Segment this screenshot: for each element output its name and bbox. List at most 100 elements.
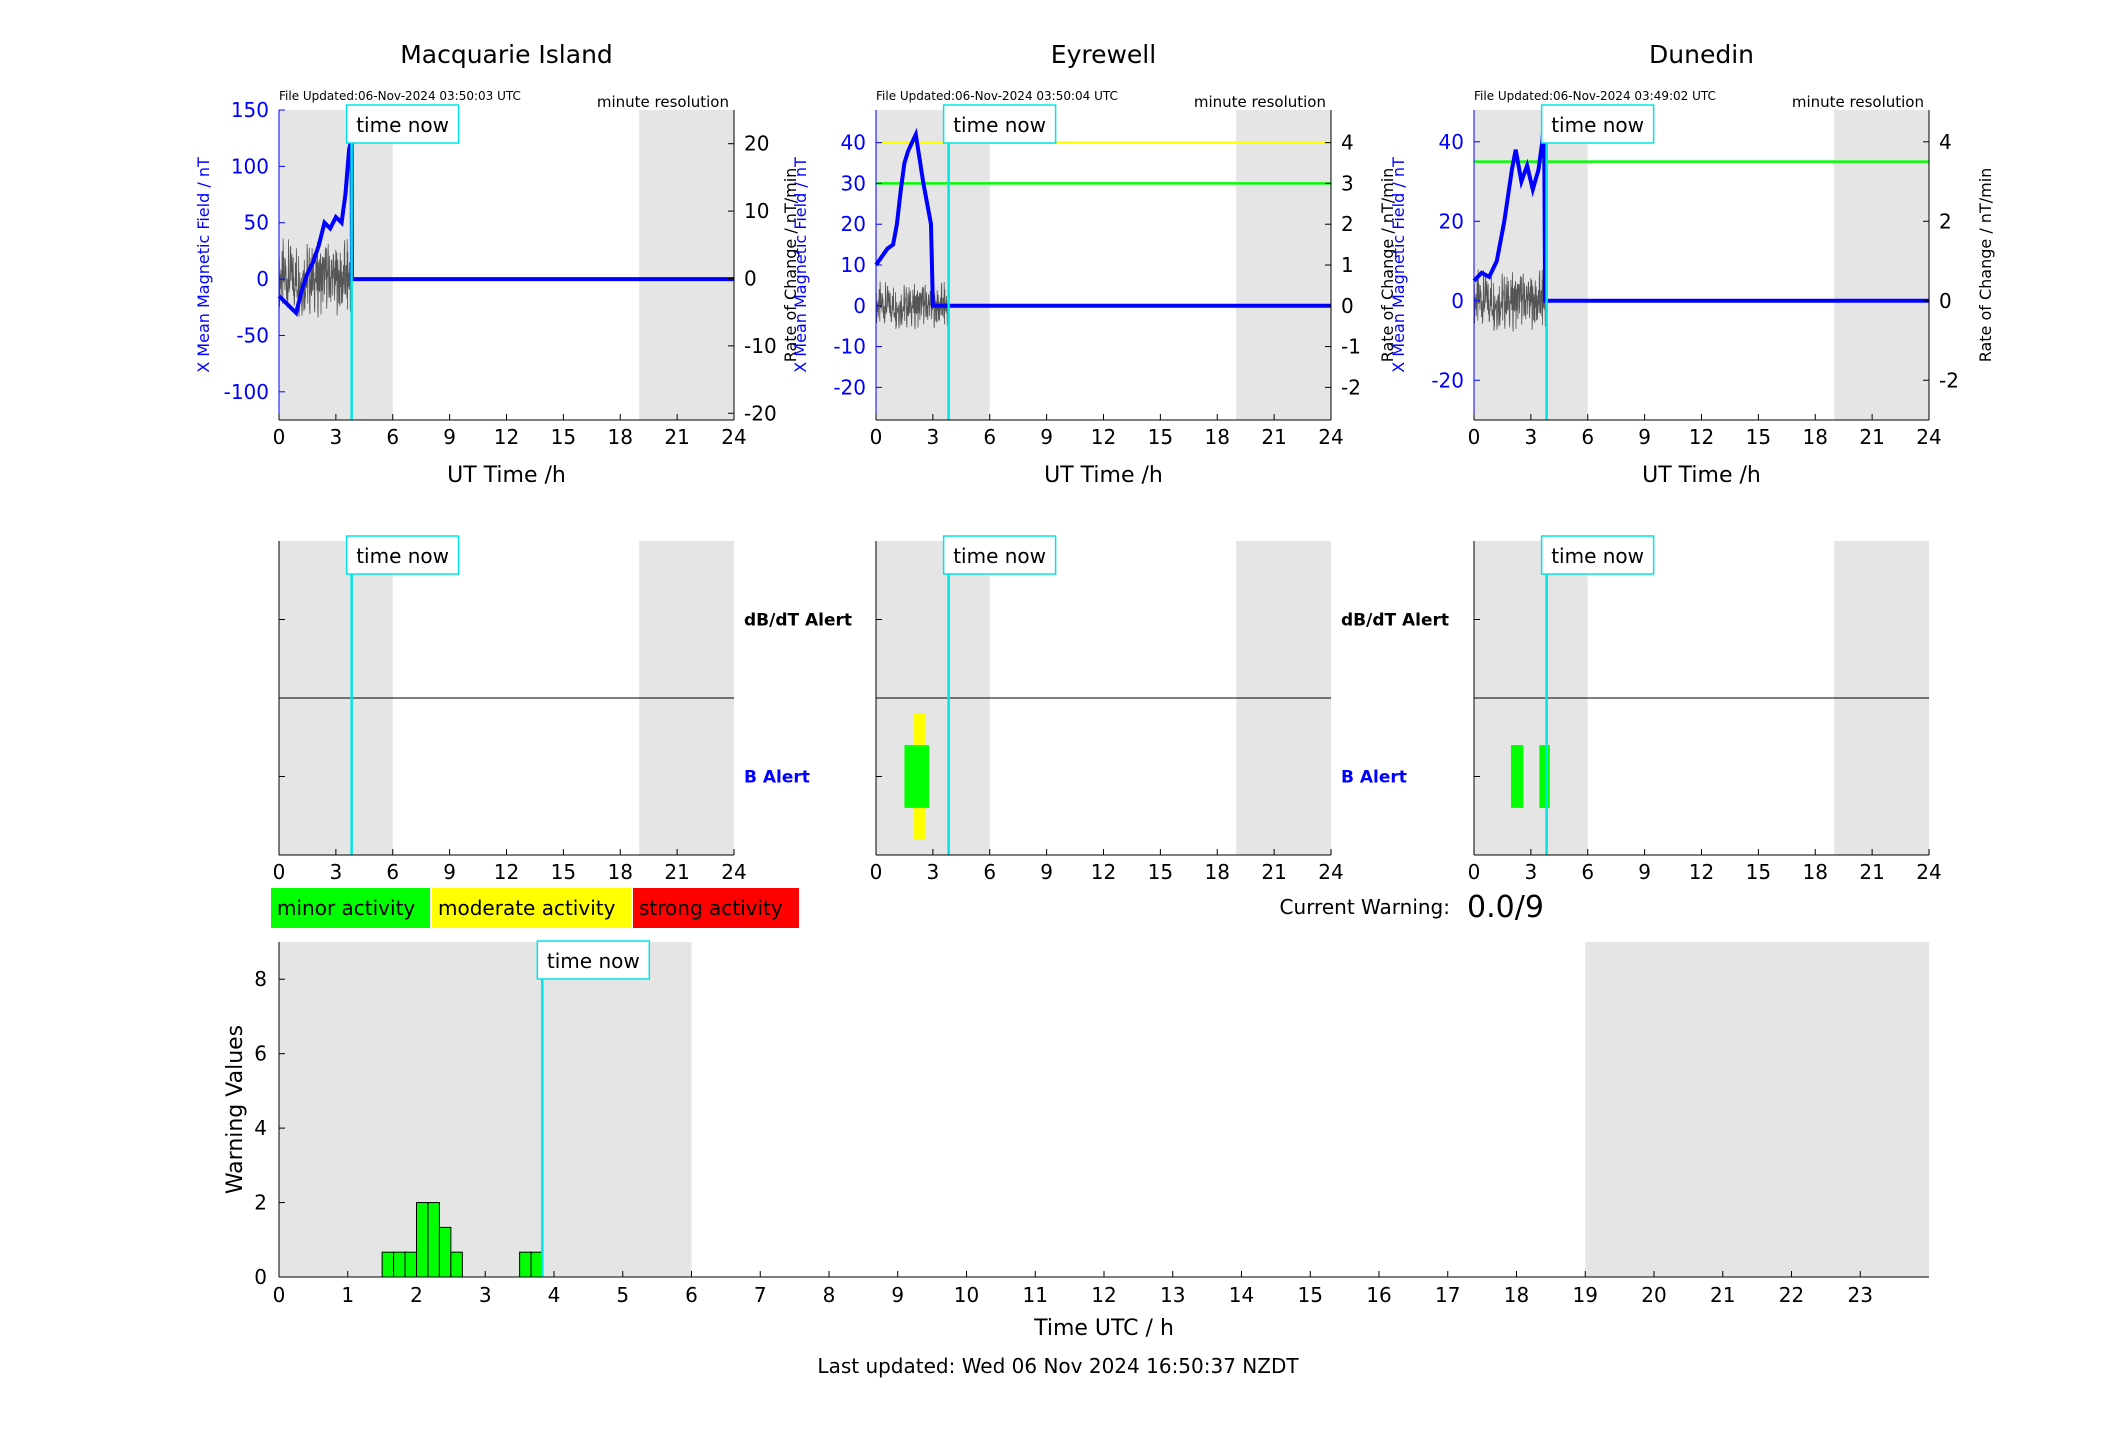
x-tick-label: 3 xyxy=(1525,860,1538,884)
night-shade-2-0 xyxy=(1474,110,1588,420)
y-axis-label-right: Rate of Change / nT/min xyxy=(1976,168,1995,363)
y-axis-label-left: X Mean Magnetic Field / nT xyxy=(194,157,213,373)
x-tick-label: 21 xyxy=(1859,425,1884,449)
y-tick-label: 4 xyxy=(254,1116,267,1140)
legend-label-2: strong activity xyxy=(639,896,783,920)
x-tick-label: 2 xyxy=(410,1283,423,1307)
y-tick-label-right: 1 xyxy=(1341,253,1354,277)
x-tick-label: 21 xyxy=(1261,860,1286,884)
time-now-box xyxy=(345,535,460,575)
night-shade-warn-1 xyxy=(1585,942,1929,1277)
x-tick-label: 23 xyxy=(1848,1283,1873,1307)
x-tick-label: 19 xyxy=(1573,1283,1598,1307)
x-tick-label: 0 xyxy=(273,860,286,884)
x-tick-label: 12 xyxy=(1689,425,1714,449)
x-tick-label: 6 xyxy=(685,1283,698,1307)
x-tick-label: 21 xyxy=(664,860,689,884)
time-now-label: time now xyxy=(1551,113,1644,137)
x-tick-label: 0 xyxy=(870,860,883,884)
x-tick-label: 6 xyxy=(386,425,399,449)
y-tick-label-left: 100 xyxy=(231,154,269,178)
dbdt-alert-label: dB/dT Alert xyxy=(1341,611,1449,631)
night-shade-warn-0 xyxy=(279,942,692,1277)
x-tick-label: 13 xyxy=(1160,1283,1185,1307)
y-tick-label-left: 10 xyxy=(841,253,866,277)
y-axis-label-left: X Mean Magnetic Field / nT xyxy=(791,157,810,373)
time-now-box xyxy=(1540,535,1655,575)
x-tick-label: 17 xyxy=(1435,1283,1460,1307)
night-shade-1-1 xyxy=(1236,110,1331,420)
x-tick-label: 9 xyxy=(1638,860,1651,884)
resolution-label: minute resolution xyxy=(597,93,729,111)
x-tick-label: 18 xyxy=(1803,425,1828,449)
x-tick-label: 18 xyxy=(1205,425,1230,449)
y-tick-label-left: -10 xyxy=(833,335,866,359)
x-tick-label: 12 xyxy=(1091,1283,1116,1307)
legend-label-0: minor activity xyxy=(277,896,415,920)
x-tick-label: 6 xyxy=(1581,425,1594,449)
x-tick-label: 3 xyxy=(927,860,940,884)
x-tick-label: 15 xyxy=(1148,425,1173,449)
station-title: Macquarie Island xyxy=(400,40,613,69)
x-tick-label: 21 xyxy=(1859,860,1884,884)
y-tick-label: 8 xyxy=(254,967,267,991)
y-tick-label-right: 10 xyxy=(744,199,769,223)
time-now-box xyxy=(942,104,1057,144)
y-tick-label-left: 20 xyxy=(841,212,866,236)
y-axis-label-left: X Mean Magnetic Field / nT xyxy=(1389,157,1408,373)
time-now-label: time now xyxy=(953,113,1046,137)
x-tick-label: 12 xyxy=(494,860,519,884)
legend-swatch-1 xyxy=(432,888,631,928)
x-tick-label: 1 xyxy=(341,1283,354,1307)
y-tick-label-left: -100 xyxy=(224,380,269,404)
x-tick-label: 6 xyxy=(983,860,996,884)
field-series-line xyxy=(277,137,734,317)
legend-swatch-2 xyxy=(633,888,799,928)
x-tick-label: 18 xyxy=(1205,860,1230,884)
b-alert-label: B Alert xyxy=(744,768,810,788)
x-tick-label: 15 xyxy=(551,860,576,884)
time-now-box xyxy=(536,940,651,980)
time-now-label: time now xyxy=(356,544,449,568)
x-tick-label: 18 xyxy=(1504,1283,1529,1307)
b-alert-band xyxy=(1539,745,1550,808)
warning-bar xyxy=(530,1251,544,1278)
x-tick-label: 6 xyxy=(386,860,399,884)
x-tick-label: 0 xyxy=(1468,425,1481,449)
warning-bar xyxy=(519,1251,532,1278)
y-tick-label: 6 xyxy=(254,1042,267,1066)
x-tick-label: 10 xyxy=(954,1283,979,1307)
x-tick-label: 9 xyxy=(1040,860,1053,884)
legend-swatch-0 xyxy=(271,888,430,928)
x-tick-label: 4 xyxy=(548,1283,561,1307)
x-tick-label: 24 xyxy=(1318,860,1343,884)
x-tick-label: 9 xyxy=(891,1283,904,1307)
x-tick-label: 18 xyxy=(608,860,633,884)
resolution-label: minute resolution xyxy=(1194,93,1326,111)
x-tick-label: 18 xyxy=(1803,860,1828,884)
x-tick-label: 12 xyxy=(1689,860,1714,884)
x-tick-label: 24 xyxy=(1916,425,1941,449)
time-now-label: time now xyxy=(953,544,1046,568)
y-tick-label-right: -10 xyxy=(744,334,777,358)
y-tick-label-right: -2 xyxy=(1341,375,1361,399)
x-tick-label: 21 xyxy=(664,425,689,449)
x-tick-label: 9 xyxy=(1638,425,1651,449)
x-tick-label: 0 xyxy=(870,425,883,449)
x-tick-label: 12 xyxy=(494,425,519,449)
x-tick-label: 24 xyxy=(1916,860,1941,884)
x-tick-label: 14 xyxy=(1229,1283,1254,1307)
current-warning-value: 0.0/9 xyxy=(1467,890,1544,925)
warning-bar xyxy=(450,1251,463,1278)
warning-bar xyxy=(404,1251,417,1278)
warning-bar xyxy=(427,1202,440,1278)
y-tick-label-right: 2 xyxy=(1939,209,1952,233)
x-tick-label: 12 xyxy=(1091,860,1116,884)
x-tick-label: 15 xyxy=(1746,425,1771,449)
x-tick-label: 8 xyxy=(823,1283,836,1307)
y-tick-label-right: 20 xyxy=(744,132,769,156)
x-tick-label: 20 xyxy=(1641,1283,1666,1307)
x-tick-label: 6 xyxy=(983,425,996,449)
legend-label-1: moderate activity xyxy=(438,896,616,920)
